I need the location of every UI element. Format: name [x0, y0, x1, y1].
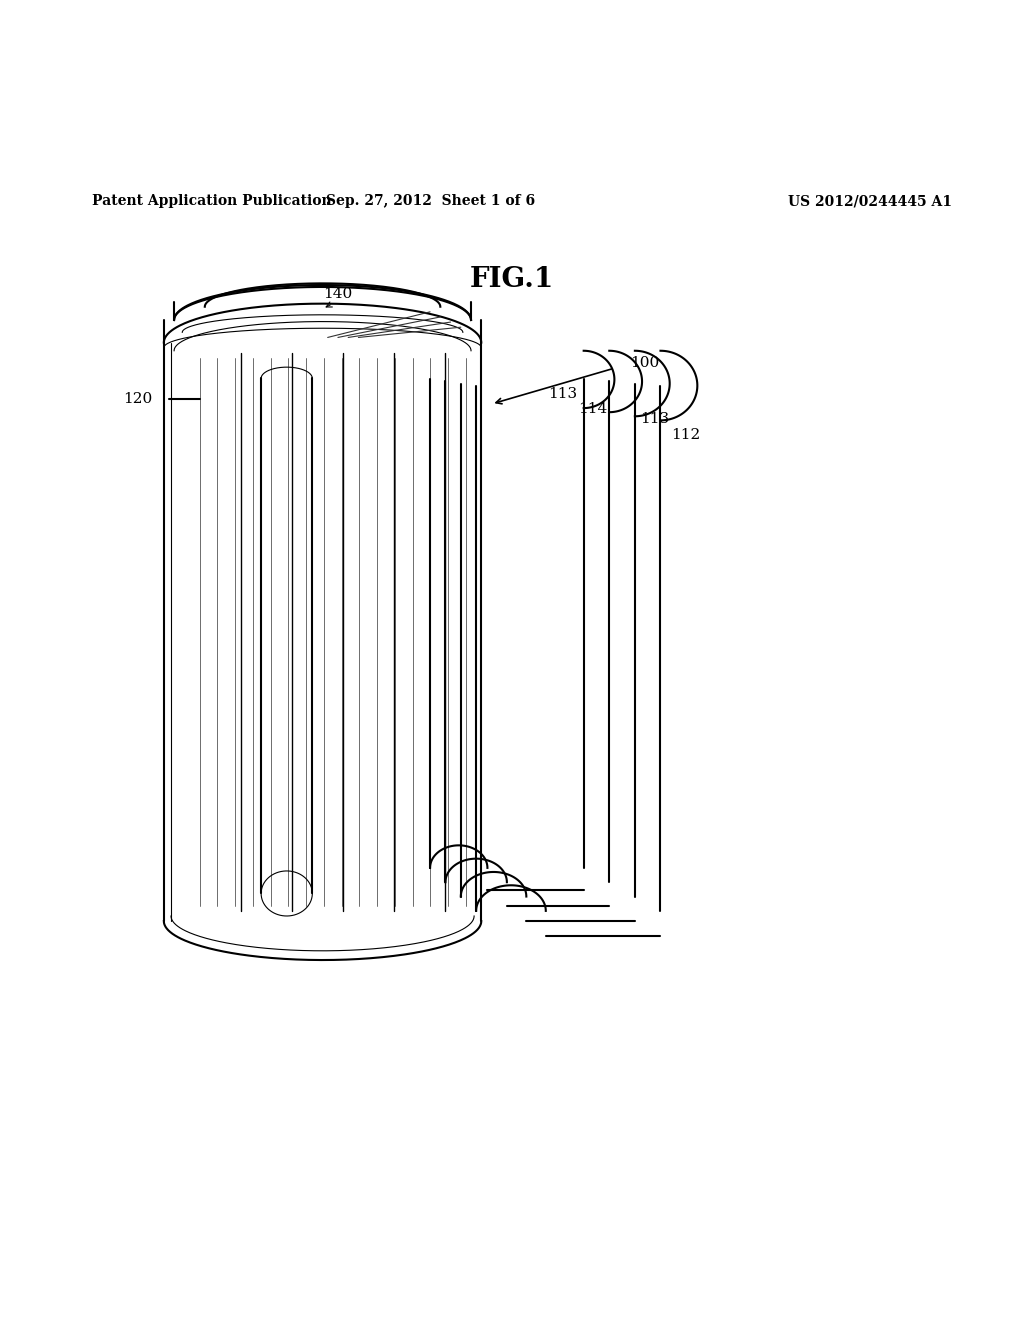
Text: 114: 114: [579, 403, 608, 416]
Text: Patent Application Publication: Patent Application Publication: [92, 194, 332, 209]
Text: 140: 140: [324, 288, 352, 301]
Text: 112: 112: [671, 428, 700, 442]
Text: 113: 113: [548, 387, 577, 401]
Text: 100: 100: [630, 356, 659, 370]
Text: 113: 113: [640, 412, 669, 426]
Text: FIG.1: FIG.1: [470, 265, 554, 293]
Text: US 2012/0244445 A1: US 2012/0244445 A1: [788, 194, 952, 209]
Text: 120: 120: [124, 392, 153, 405]
Text: Sep. 27, 2012  Sheet 1 of 6: Sep. 27, 2012 Sheet 1 of 6: [326, 194, 535, 209]
